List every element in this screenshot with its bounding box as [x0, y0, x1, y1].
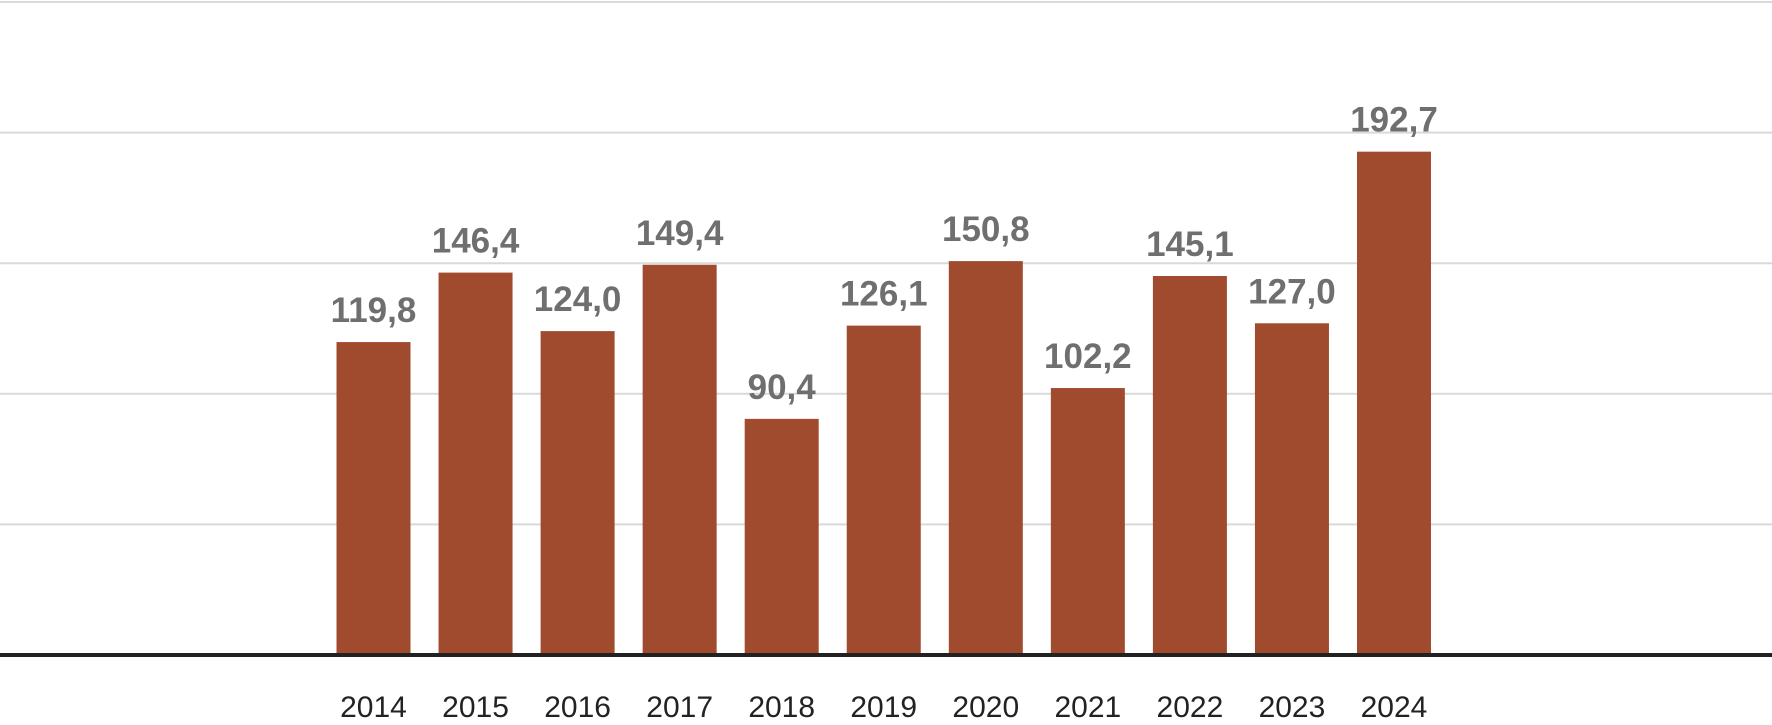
value-label-2023: 127,0	[1248, 272, 1336, 311]
value-labels: 119,8 146,4 124,0 149,4 90,4 126,1 150,8 102,2 1…	[331, 101, 1438, 407]
bar-2024	[1357, 151, 1431, 655]
value-label-2020: 150,8	[942, 210, 1030, 249]
value-label-2021: 102,2	[1044, 337, 1132, 376]
bar-2017	[642, 264, 717, 655]
value-label-2017: 149,4	[636, 214, 724, 253]
bar-2018	[744, 418, 819, 655]
x-tick-2023: 2023	[1259, 691, 1326, 724]
bar-2023	[1254, 323, 1329, 655]
x-tick-2022: 2022	[1157, 691, 1224, 724]
bar-2020	[948, 261, 1023, 655]
x-tick-2019: 2019	[850, 691, 917, 724]
bar-2021	[1050, 388, 1125, 655]
gridlines	[0, 1, 1772, 526]
value-label-2019: 126,1	[840, 275, 928, 314]
x-tick-2016: 2016	[544, 691, 611, 724]
x-tick-2014: 2014	[340, 691, 407, 724]
value-label-2016: 124,0	[534, 280, 622, 319]
x-tick-2024: 2024	[1361, 691, 1428, 724]
x-tick-labels: 2014 2015 2016 2017 2018 2019 2020 2021 2022 2023…	[340, 691, 1427, 724]
bar-2014	[336, 342, 411, 655]
value-label-2018: 90,4	[748, 368, 817, 407]
x-tick-2020: 2020	[952, 691, 1019, 724]
bar-2016	[540, 331, 615, 655]
x-tick-2017: 2017	[646, 691, 713, 724]
x-tick-2015: 2015	[442, 691, 509, 724]
value-label-2022: 145,1	[1146, 225, 1234, 264]
value-label-2014: 119,8	[331, 291, 417, 330]
x-tick-2021: 2021	[1054, 691, 1121, 724]
bars	[336, 151, 1431, 655]
bar-2015	[438, 272, 513, 655]
bar-2022	[1152, 275, 1227, 655]
value-label-2015: 146,4	[432, 222, 520, 261]
bar-2019	[846, 325, 921, 655]
value-label-2024: 192,7	[1350, 101, 1438, 140]
x-tick-2018: 2018	[748, 691, 815, 724]
